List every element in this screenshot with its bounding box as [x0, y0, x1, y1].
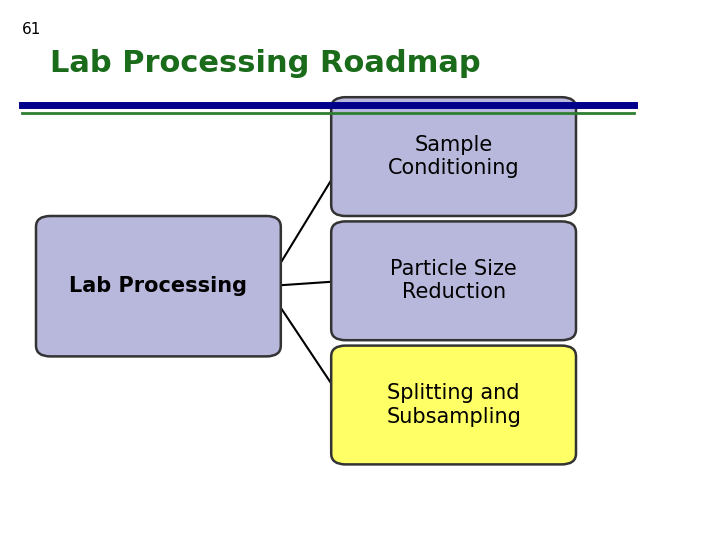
Text: Splitting and
Subsampling: Splitting and Subsampling [386, 383, 521, 427]
Text: Lab Processing Roadmap: Lab Processing Roadmap [50, 49, 481, 78]
Text: Particle Size
Reduction: Particle Size Reduction [390, 259, 517, 302]
Text: 61: 61 [22, 22, 41, 37]
Text: Sample
Conditioning: Sample Conditioning [388, 135, 519, 178]
FancyBboxPatch shape [331, 97, 576, 216]
Text: Lab Processing: Lab Processing [69, 276, 248, 296]
FancyBboxPatch shape [331, 346, 576, 464]
FancyBboxPatch shape [331, 221, 576, 340]
FancyBboxPatch shape [36, 216, 281, 356]
